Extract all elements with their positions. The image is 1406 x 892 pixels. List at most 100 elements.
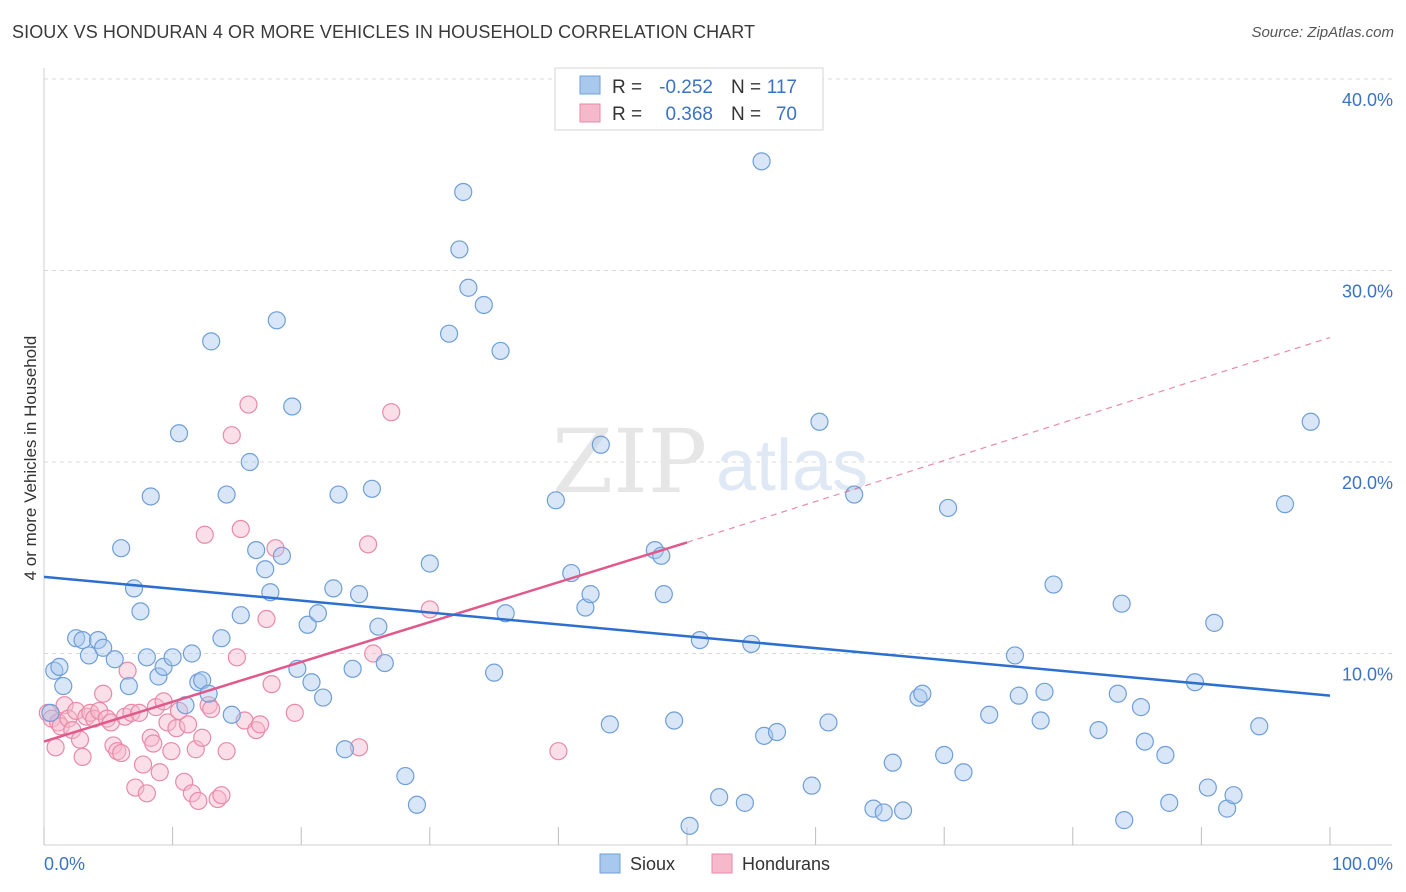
bottom-legend-swatch-sioux bbox=[599, 853, 621, 874]
sioux-point bbox=[1135, 732, 1154, 751]
sioux-point bbox=[819, 713, 838, 732]
hondurans-trend-line bbox=[43, 541, 688, 743]
sioux-point bbox=[94, 638, 113, 657]
hondurans-point bbox=[150, 763, 169, 782]
hondurans-point bbox=[144, 734, 163, 753]
sioux-point bbox=[883, 753, 902, 772]
x-tick-labels: 0.0% 100.0% bbox=[44, 854, 1393, 874]
hondurans-point bbox=[67, 701, 86, 721]
sioux-point bbox=[329, 485, 348, 504]
hondurans-point bbox=[189, 791, 208, 811]
sioux-point bbox=[802, 776, 821, 795]
sioux-point bbox=[54, 676, 73, 696]
hondurans-point bbox=[349, 738, 369, 757]
sioux-point bbox=[335, 740, 355, 759]
legend-n-label-sioux: N = bbox=[731, 77, 761, 98]
sioux-point bbox=[546, 491, 565, 510]
hondurans-point bbox=[94, 684, 113, 703]
legend-n-value-hondurans: 70 bbox=[776, 104, 797, 125]
sioux-point bbox=[302, 673, 321, 692]
correlation-legend: R = -0.252 N = 117 R = 0.368 N = 70 bbox=[554, 67, 824, 131]
hondurans-point bbox=[137, 784, 156, 803]
sioux-point bbox=[581, 585, 600, 604]
sioux-point bbox=[112, 539, 131, 558]
sioux-point bbox=[222, 705, 241, 724]
series-legend: Sioux Hondurans bbox=[599, 853, 830, 874]
sioux-point bbox=[591, 435, 610, 454]
sioux-point bbox=[169, 424, 189, 443]
sioux-point bbox=[710, 788, 729, 807]
legend-swatch-hondurans bbox=[579, 103, 601, 123]
hondurans-point bbox=[420, 600, 439, 619]
sioux-point bbox=[680, 816, 699, 835]
sioux-point bbox=[272, 546, 292, 565]
sioux-point bbox=[450, 240, 469, 259]
bottom-legend-swatch-hondurans bbox=[711, 853, 733, 874]
hondurans-point bbox=[285, 703, 304, 722]
hondurans-point bbox=[178, 715, 198, 734]
sioux-point bbox=[893, 801, 913, 820]
sioux-point bbox=[1131, 698, 1151, 717]
sioux-point bbox=[935, 745, 954, 765]
legend-r-value-sioux: -0.252 bbox=[659, 77, 713, 98]
sioux-point bbox=[1275, 495, 1295, 514]
sioux-point bbox=[67, 629, 86, 648]
watermark-atlas: atlas bbox=[716, 426, 868, 506]
hondurans-point bbox=[202, 699, 221, 719]
sioux-point bbox=[980, 705, 999, 724]
sioux-trend-line bbox=[43, 575, 1331, 697]
sioux-point bbox=[735, 793, 754, 812]
hondurans-point bbox=[55, 696, 74, 715]
sioux-point bbox=[1035, 682, 1054, 701]
sioux-point bbox=[1005, 646, 1025, 665]
watermark: ZIP atlas bbox=[552, 410, 868, 513]
sioux-point bbox=[267, 311, 286, 330]
sioux-point bbox=[105, 650, 124, 669]
sioux-point bbox=[343, 659, 362, 678]
hondurans-trend-extension bbox=[686, 336, 1331, 544]
sioux-point bbox=[41, 703, 60, 722]
sioux-point bbox=[1044, 575, 1063, 594]
legend-n-value-sioux: 117 bbox=[767, 77, 797, 98]
hondurans-point bbox=[257, 609, 276, 629]
sioux-point bbox=[149, 667, 168, 686]
sioux-point bbox=[1156, 745, 1175, 765]
sioux-point bbox=[938, 498, 958, 518]
bottom-legend-label-hondurans: Hondurans bbox=[742, 854, 830, 874]
source-label: Source: ZipAtlas.com bbox=[1251, 24, 1394, 41]
hondurans-point bbox=[212, 786, 231, 805]
hondurans-point bbox=[51, 717, 70, 736]
hondurans-point bbox=[262, 675, 281, 694]
sioux-point bbox=[247, 540, 266, 560]
sioux-point bbox=[459, 278, 478, 297]
hondurans-point bbox=[167, 719, 186, 738]
hondurans-point bbox=[162, 742, 181, 761]
hondurans-point bbox=[239, 395, 258, 414]
hondurans-point bbox=[217, 742, 236, 761]
sioux-point bbox=[202, 332, 221, 351]
legend-r-value-hondurans: 0.368 bbox=[665, 104, 713, 125]
sioux-point bbox=[576, 598, 595, 617]
sioux-point bbox=[690, 630, 709, 650]
hondurans-points bbox=[38, 395, 568, 811]
sioux-point bbox=[375, 653, 394, 673]
sioux-point bbox=[665, 711, 684, 730]
hondurans-point bbox=[133, 755, 153, 774]
watermark-zip: ZIP bbox=[552, 410, 707, 513]
sioux-point bbox=[1108, 684, 1127, 703]
sioux-point bbox=[1115, 811, 1134, 830]
trend-lines bbox=[43, 336, 1331, 743]
hondurans-point bbox=[112, 743, 131, 763]
sioux-point bbox=[50, 657, 69, 677]
y-tick-label: 10.0% bbox=[1342, 665, 1393, 685]
hondurans-point bbox=[358, 535, 378, 554]
sioux-point bbox=[362, 479, 382, 498]
y-tick-labels: 10.0% 20.0% 30.0% 40.0% bbox=[1342, 90, 1393, 685]
sioux-point bbox=[1089, 720, 1108, 740]
sioux-point bbox=[491, 341, 510, 361]
gridlines bbox=[44, 78, 1392, 654]
y-tick-label: 20.0% bbox=[1342, 473, 1393, 493]
legend-swatch-sioux bbox=[579, 75, 601, 95]
sioux-point bbox=[369, 617, 388, 636]
x-tick-label-min: 0.0% bbox=[44, 854, 85, 874]
